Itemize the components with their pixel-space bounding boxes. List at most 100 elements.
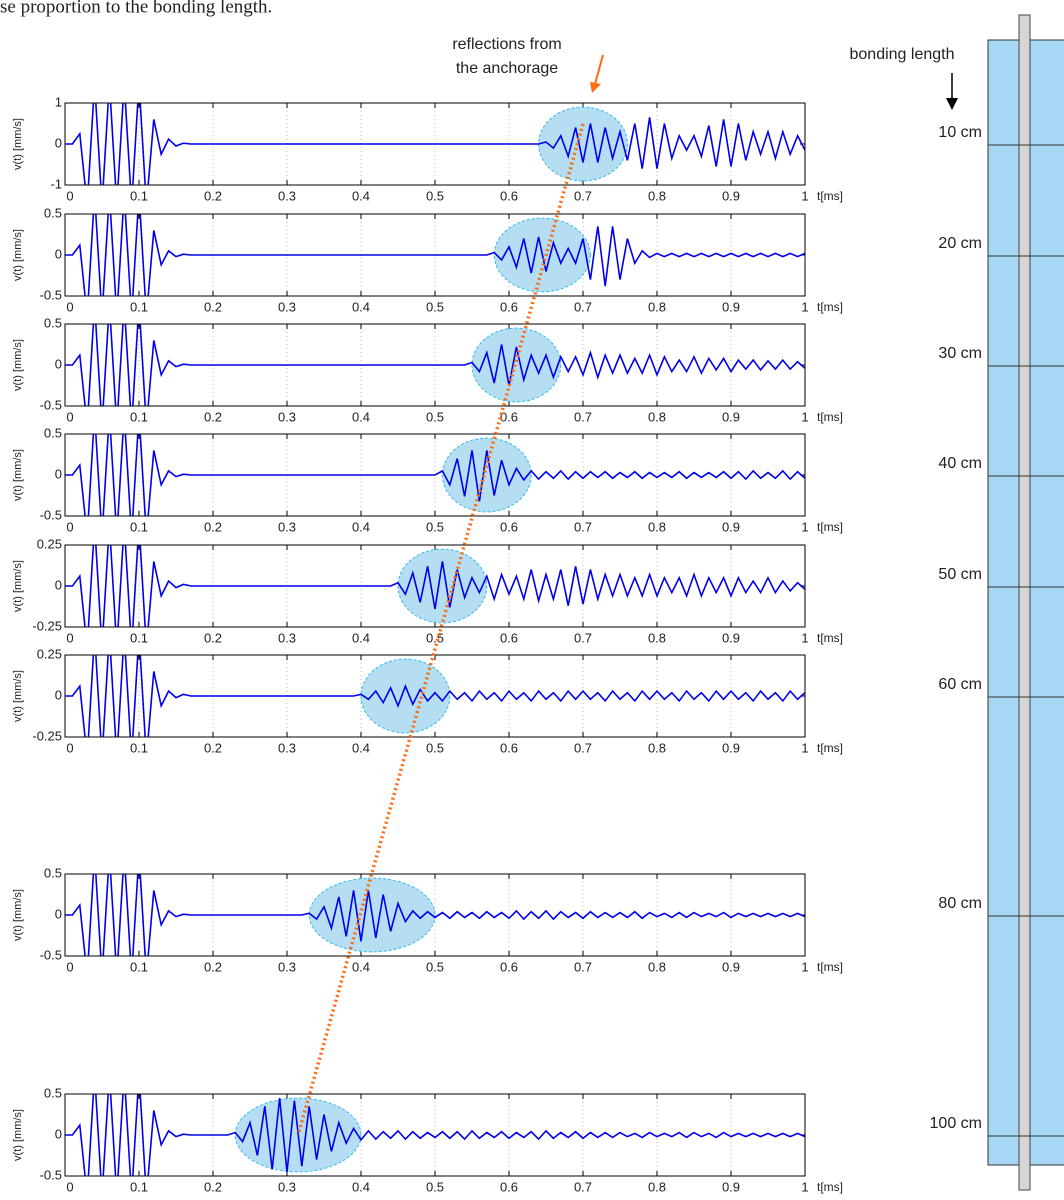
x-tick-label: 0.3 bbox=[278, 630, 296, 645]
x-tick-label: 1 bbox=[801, 519, 808, 534]
panel: 0 0.1 0.2 0.3 0.4 0.5 0.6 0.7 0.8 0.9 1 -0.5 0 0.5 t[m… bbox=[12, 865, 843, 974]
annotation: reflections from bbox=[452, 36, 561, 53]
x-tick-label: 0.1 bbox=[130, 519, 148, 534]
x-tick-label: 0.7 bbox=[574, 409, 592, 424]
x-axis-label: t[ms] bbox=[817, 1180, 843, 1194]
signal-line bbox=[65, 545, 805, 627]
y-tick-label: 0 bbox=[55, 356, 62, 371]
y-tick-label: 0 bbox=[55, 906, 62, 921]
length-label: 30 cm bbox=[938, 345, 982, 362]
length-label: 60 cm bbox=[938, 676, 982, 693]
x-tick-label: 0.3 bbox=[278, 188, 296, 203]
y-tick-label: 0 bbox=[55, 246, 62, 261]
plot-frame bbox=[64, 873, 806, 957]
x-tick-label: 1 bbox=[801, 1179, 808, 1194]
x-tick-label: 0.2 bbox=[204, 188, 222, 203]
x-tick-label: 0.7 bbox=[574, 959, 592, 974]
panel: 0 0.1 0.2 0.3 0.4 0.5 0.6 0.7 0.8 0.9 1 -0.5 0 0.5 t[m… bbox=[12, 1085, 843, 1194]
plot-frame bbox=[64, 544, 806, 628]
x-tick-label: 0.1 bbox=[130, 188, 148, 203]
x-tick-label: 1 bbox=[801, 299, 808, 314]
tendon bbox=[1018, 14, 1031, 1191]
x-tick-label: 0.4 bbox=[352, 188, 370, 203]
x-tick-label: 1 bbox=[801, 188, 808, 203]
x-tick-label: 0.8 bbox=[648, 299, 666, 314]
y-tick-label: -0.5 bbox=[40, 947, 62, 962]
x-tick-label: 1 bbox=[801, 740, 808, 755]
x-tick-label: 0.3 bbox=[278, 519, 296, 534]
y-axis-label: v(t) [mm/s] bbox=[12, 449, 24, 501]
y-tick-label: -0.5 bbox=[40, 287, 62, 302]
x-axis-label: t[ms] bbox=[817, 410, 843, 424]
panel: 0 0.1 0.2 0.3 0.4 0.5 0.6 0.7 0.8 0.9 1 -0.5 0 0.5 t[m… bbox=[12, 315, 843, 424]
x-tick-label: 0 bbox=[66, 959, 73, 974]
signal-line bbox=[65, 1094, 805, 1176]
panel: 0 0.1 0.2 0.3 0.4 0.5 0.6 0.7 0.8 0.9 1 -0.25 0 0.25 t… bbox=[12, 536, 843, 645]
plot-frame bbox=[64, 213, 806, 297]
x-tick-label: 0.2 bbox=[204, 299, 222, 314]
echo-highlight bbox=[360, 658, 451, 734]
x-tick-label: 0 bbox=[66, 630, 73, 645]
x-tick-label: 0.4 bbox=[352, 519, 370, 534]
y-axis-label: v(t) [mm/s] bbox=[12, 229, 24, 281]
x-tick-label: 0.5 bbox=[426, 1179, 444, 1194]
x-tick-label: 0 bbox=[66, 740, 73, 755]
x-tick-label: 0.4 bbox=[352, 1179, 370, 1194]
anchor-diagram: bonding length 10 cm 20 cm 30 cm 40 cm 50 cm… bbox=[850, 14, 1064, 1191]
signal-line bbox=[65, 214, 805, 296]
x-tick-label: 0.2 bbox=[204, 740, 222, 755]
x-tick-label: 0.9 bbox=[722, 630, 740, 645]
x-tick-label: 0.8 bbox=[648, 409, 666, 424]
length-label: 50 cm bbox=[938, 566, 982, 583]
x-tick-label: 0.7 bbox=[574, 1179, 592, 1194]
diagram-heading: bonding length bbox=[850, 46, 955, 63]
x-tick-label: 0.7 bbox=[574, 740, 592, 755]
panel: 0 0.1 0.2 0.3 0.4 0.5 0.6 0.7 0.8 0.9 1 -1 0 1 t[ms] v(… bbox=[12, 94, 843, 203]
y-tick-label: 0.5 bbox=[44, 315, 62, 330]
x-tick-label: 0.8 bbox=[648, 1179, 666, 1194]
plot-frame bbox=[64, 433, 806, 517]
x-tick-label: 0.1 bbox=[130, 1179, 148, 1194]
annotation: the anchorage bbox=[456, 60, 558, 77]
x-tick-label: 0.6 bbox=[500, 409, 518, 424]
x-tick-label: 0 bbox=[66, 409, 73, 424]
annotation-arrow bbox=[594, 54, 604, 85]
x-tick-label: 0.9 bbox=[722, 740, 740, 755]
y-tick-label: -0.5 bbox=[40, 1167, 62, 1182]
x-tick-label: 0 bbox=[66, 299, 73, 314]
y-tick-label: 0 bbox=[55, 135, 62, 150]
y-tick-label: 0.5 bbox=[44, 1085, 62, 1100]
signal-line bbox=[65, 434, 805, 516]
x-tick-label: 0.2 bbox=[204, 630, 222, 645]
x-tick-label: 0.2 bbox=[204, 409, 222, 424]
x-tick-label: 0.4 bbox=[352, 299, 370, 314]
x-tick-label: 0.8 bbox=[648, 959, 666, 974]
panel: 0 0.1 0.2 0.3 0.4 0.5 0.6 0.7 0.8 0.9 1 -0.5 0 0.5 t[m… bbox=[12, 425, 843, 534]
x-tick-label: 0.3 bbox=[278, 740, 296, 755]
x-tick-label: 0.6 bbox=[500, 959, 518, 974]
x-tick-label: 0.6 bbox=[500, 1179, 518, 1194]
y-axis-label: v(t) [mm/s] bbox=[12, 339, 24, 391]
x-tick-label: 1 bbox=[801, 630, 808, 645]
x-tick-label: 0.7 bbox=[574, 630, 592, 645]
length-label: 100 cm bbox=[930, 1115, 982, 1132]
arrow-head bbox=[946, 98, 958, 110]
x-axis-label: t[ms] bbox=[817, 189, 843, 203]
echo-highlight bbox=[441, 437, 532, 513]
length-label: 10 cm bbox=[938, 124, 982, 141]
x-tick-label: 0.5 bbox=[426, 188, 444, 203]
x-tick-label: 0.2 bbox=[204, 959, 222, 974]
x-tick-label: 0.7 bbox=[574, 188, 592, 203]
x-tick-label: 0.6 bbox=[500, 188, 518, 203]
x-tick-label: 0.1 bbox=[130, 959, 148, 974]
x-tick-label: 0 bbox=[66, 188, 73, 203]
y-tick-label: 0.5 bbox=[44, 425, 62, 440]
panel: 0 0.1 0.2 0.3 0.4 0.5 0.6 0.7 0.8 0.9 1 -0.5 0 0.5 t[m… bbox=[12, 205, 843, 314]
signal-line bbox=[65, 103, 805, 185]
x-tick-label: 0.1 bbox=[130, 299, 148, 314]
x-tick-label: 0.9 bbox=[722, 299, 740, 314]
x-tick-label: 0.1 bbox=[130, 740, 148, 755]
x-tick-label: 0.3 bbox=[278, 299, 296, 314]
x-tick-label: 0.1 bbox=[130, 409, 148, 424]
y-axis-label: v(t) [mm/s] bbox=[12, 1109, 24, 1161]
